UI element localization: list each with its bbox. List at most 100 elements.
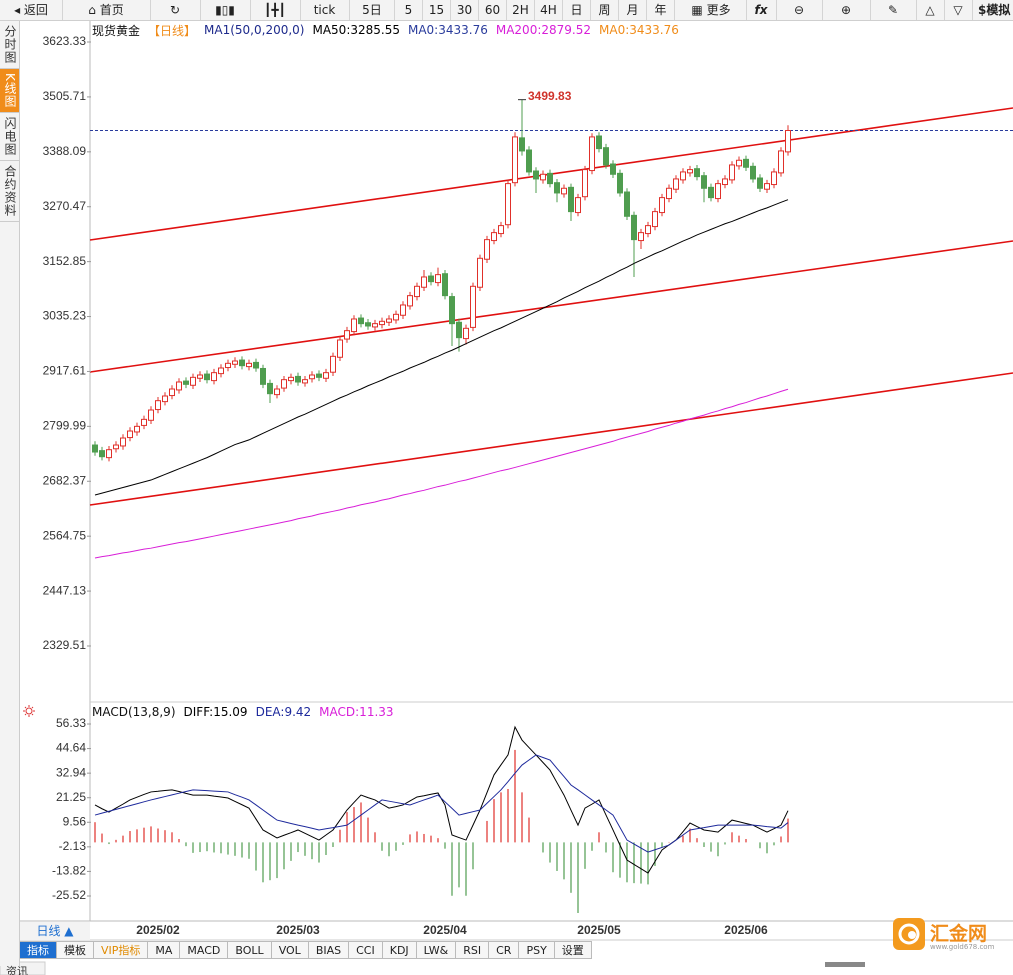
period-button[interactable]: tick <box>300 0 350 20</box>
period-button[interactable]: 5日 <box>350 0 395 20</box>
news-label[interactable]: 资讯 <box>6 965 28 975</box>
indicator-tab[interactable]: 模板 <box>57 941 94 959</box>
macd-bar <box>458 842 460 888</box>
indicator-tab[interactable]: MACD <box>180 941 229 959</box>
legend-item: MA1(50,0,200,0) <box>204 23 305 37</box>
indicator-tab[interactable]: 设置 <box>554 941 592 959</box>
indicator-tab[interactable]: PSY <box>519 941 555 959</box>
more-button[interactable]: ▦ 更多 <box>676 0 747 20</box>
macd-bar <box>367 817 369 843</box>
candle-body <box>106 449 112 459</box>
candle-body <box>554 182 560 194</box>
candle-body <box>701 175 707 189</box>
sidebar-tab[interactable]: 合约资料 <box>0 161 19 222</box>
legend-item: MACD:11.33 <box>319 705 394 719</box>
candle-body <box>666 187 672 200</box>
period-button[interactable]: 周 <box>591 0 619 20</box>
macd-bar <box>745 839 747 843</box>
candle-body <box>253 361 259 369</box>
period-button[interactable]: 5 <box>395 0 423 20</box>
macd-bar <box>556 842 558 871</box>
period-button[interactable]: 4H <box>535 0 563 20</box>
y-tick-label: 2799.99 <box>43 419 87 433</box>
candle-body <box>421 276 427 288</box>
candle-body <box>477 257 483 288</box>
indicator-tab[interactable]: VOL <box>271 941 309 959</box>
legend-item: MA50:3285.55 <box>312 23 400 37</box>
period-button[interactable]: 日线 ▲ <box>20 922 90 940</box>
back-button[interactable]: ◂ 返回 <box>0 0 63 20</box>
period-button[interactable]: 日 <box>563 0 591 20</box>
legend-item: 现货黄金 <box>92 23 141 38</box>
trend-line <box>89 372 1013 506</box>
up-button[interactable]: △ <box>916 0 945 20</box>
candle-body <box>491 232 497 242</box>
period-button[interactable]: 60 <box>479 0 507 20</box>
macd-bar <box>318 842 320 863</box>
candle-body <box>302 379 308 384</box>
candle-body <box>183 380 189 385</box>
period-button[interactable]: 月 <box>619 0 647 20</box>
indicator-tab[interactable]: KDJ <box>382 941 417 959</box>
y-tick-label: 2682.37 <box>43 473 87 487</box>
label: 返回 <box>23 3 48 17</box>
y-tick-label: 3035.23 <box>43 309 87 323</box>
scroll-handle[interactable] <box>825 962 865 967</box>
down-button[interactable]: ▽ <box>944 0 973 20</box>
candle-body <box>470 285 476 328</box>
sidebar-tab[interactable]: 闪电图 <box>0 113 19 161</box>
indicator-tab[interactable]: CR <box>489 941 520 959</box>
draw-button[interactable]: ✎ <box>870 0 917 20</box>
indicator-tab[interactable]: RSI <box>456 941 490 959</box>
chart-type-button[interactable]: ▮▯▮ <box>200 0 251 20</box>
y-tick-label: 3152.85 <box>43 254 87 268</box>
macd-bar <box>157 828 159 843</box>
period-button[interactable]: 30 <box>451 0 479 20</box>
macd-bar <box>598 832 600 843</box>
macd-bar <box>381 842 383 851</box>
zoom-in-button[interactable]: ⊕ <box>822 0 871 20</box>
candle-body <box>715 183 721 200</box>
macd-bar <box>766 842 768 854</box>
indicator-tab[interactable]: 指标 <box>20 941 57 959</box>
candle-body <box>274 388 280 396</box>
period-button[interactable]: 15 <box>423 0 451 20</box>
indicator-tab[interactable]: LW& <box>416 941 457 959</box>
macd-bar <box>577 842 579 913</box>
legend-item: MA200:2879.52 <box>495 23 591 37</box>
period-button[interactable]: 年 <box>647 0 675 20</box>
simulate-button[interactable]: $模拟 <box>972 0 1013 20</box>
macd-bar <box>717 842 719 857</box>
period-button[interactable]: 2H <box>507 0 535 20</box>
macd-bar <box>339 829 341 843</box>
candle-body <box>267 382 273 395</box>
indicator-tab[interactable]: VIP指标 <box>94 941 149 959</box>
macd-bar <box>101 833 103 843</box>
candle-body <box>687 169 693 174</box>
home-button[interactable]: ⌂ 首页 <box>62 0 151 20</box>
settings-icon[interactable] <box>23 705 35 717</box>
candle-body <box>113 444 119 450</box>
indicator-tab[interactable]: BOLL <box>228 941 272 959</box>
candle-body <box>400 304 406 316</box>
sidebar-tab[interactable]: K线图 <box>0 69 19 113</box>
candle-body <box>337 339 343 358</box>
macd-bar <box>696 838 698 843</box>
candle-body <box>708 186 714 199</box>
zoom-out-button[interactable]: ⊖ <box>776 0 823 20</box>
candle-button[interactable]: ┃╋┃ <box>250 0 301 20</box>
refresh-button[interactable]: ↻ <box>150 0 201 20</box>
legend-item: MA0:3433.76 <box>407 23 488 37</box>
indicator-tab[interactable]: CCI <box>349 941 383 959</box>
indicator-tab[interactable]: MA <box>148 941 181 959</box>
macd-bar <box>283 842 285 870</box>
y-tick-label: 32.94 <box>56 765 86 779</box>
y-tick-label: 2917.61 <box>43 364 87 378</box>
candle-body <box>652 211 658 228</box>
y-tick-label: 3388.09 <box>43 144 87 158</box>
legend-item: DIFF:15.09 <box>183 705 248 719</box>
sidebar-tab[interactable]: 分时图 <box>0 21 19 69</box>
indicator-tab[interactable]: BIAS <box>308 941 350 959</box>
candle-body <box>498 225 504 235</box>
formula-button[interactable]: fx <box>746 0 777 20</box>
